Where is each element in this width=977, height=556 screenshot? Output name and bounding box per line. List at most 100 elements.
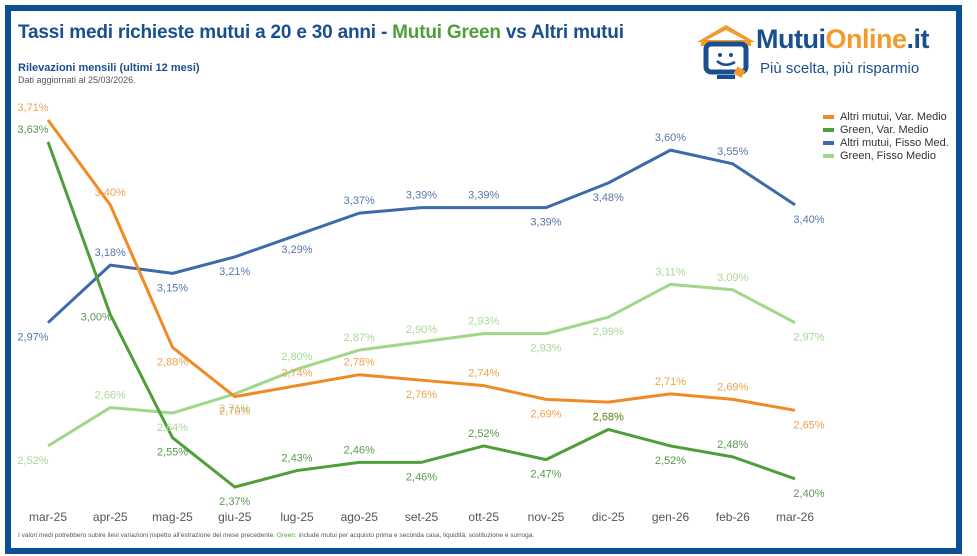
data-label: 3,09% — [717, 272, 748, 284]
data-label: 3,11% — [655, 266, 686, 278]
data-label: 2,46% — [406, 471, 437, 483]
x-tick-label: apr-25 — [93, 510, 128, 524]
x-tick-label: dic-25 — [592, 510, 625, 524]
data-label: 3,18% — [95, 247, 126, 259]
x-tick-label: mag-25 — [152, 510, 193, 524]
legend-item: Altri mutui, Fisso Med. — [823, 136, 949, 149]
legend-item: Green, Fisso Medio — [823, 149, 949, 162]
x-tick-label: mar-26 — [776, 510, 814, 524]
legend-label: Green, Fisso Medio — [840, 149, 936, 162]
data-label: 2,97% — [793, 332, 824, 344]
data-label: 3,29% — [281, 244, 312, 256]
data-label: 2,46% — [344, 444, 375, 456]
data-label: 2,40% — [793, 488, 824, 500]
update-date: Dati aggiornati al 25/03/2026. — [18, 75, 136, 85]
x-tick-label: mar-25 — [29, 510, 67, 524]
data-label: 2,87% — [344, 332, 375, 344]
chart-title: Tassi medi richieste mutui a 20 e 30 ann… — [18, 22, 624, 44]
data-label: 3,63% — [17, 124, 48, 136]
data-label: 2,66% — [95, 390, 126, 402]
series-line — [47, 282, 796, 448]
brand-part1: Mutui — [756, 24, 826, 54]
data-label: 2,69% — [717, 381, 748, 393]
series-line — [46, 119, 796, 412]
data-label: 2,90% — [406, 324, 437, 336]
data-label: 2,65% — [793, 419, 824, 431]
legend-swatch — [823, 140, 834, 145]
data-label: 2,74% — [281, 368, 312, 380]
data-label: 3,39% — [406, 190, 437, 202]
data-label: 2,71% — [219, 403, 250, 415]
title-part1: Tassi medi richieste mutui a 20 e 30 ann… — [18, 22, 393, 43]
series-line — [46, 148, 796, 324]
legend-label: Altri mutui, Fisso Med. — [840, 136, 949, 149]
x-tick-label: set-25 — [405, 510, 439, 524]
data-label: 2,74% — [468, 368, 499, 380]
data-label: 3,37% — [344, 195, 375, 207]
data-label: 3,55% — [717, 146, 748, 158]
data-label: 2,71% — [655, 376, 686, 388]
footnote-text-2: include mutui per acquisto prima e secon… — [296, 532, 535, 539]
data-label: 2,88% — [157, 356, 188, 368]
data-label: 3,71% — [17, 102, 48, 114]
footnote-green-label: Green: — [276, 532, 297, 539]
data-label: 2,69% — [530, 408, 561, 420]
footnote-text: I valori medi potrebbero subire lievi va… — [18, 532, 277, 539]
data-label: 2,93% — [530, 343, 561, 355]
logo: MutuiOnline.it Più scelta, più risparmio — [690, 18, 950, 88]
legend-label: Altri mutui, Var. Medio — [840, 110, 947, 123]
data-label: 2,78% — [344, 357, 375, 369]
brand-tagline: Più scelta, più risparmio — [760, 60, 920, 77]
legend-swatch — [823, 127, 834, 132]
data-label: 3,15% — [157, 282, 188, 294]
data-label: 2,37% — [219, 496, 250, 508]
legend-item: Altri mutui, Var. Medio — [823, 110, 949, 123]
data-label: 2,97% — [17, 332, 48, 344]
legend-item: Green, Var. Medio — [823, 123, 949, 136]
legend-swatch — [823, 114, 834, 119]
data-label: 2,80% — [281, 351, 312, 363]
series-line — [46, 141, 796, 489]
x-tick-label: lug-25 — [280, 510, 314, 524]
data-label: 2,52% — [655, 455, 686, 467]
chart-frame — [5, 5, 962, 554]
x-tick-label: giu-25 — [218, 510, 252, 524]
title-part2: vs Altri mutui — [500, 22, 624, 43]
data-label: 3,60% — [655, 132, 686, 144]
data-label: 3,00% — [81, 311, 112, 323]
footnote: I valori medi potrebbero subire lievi va… — [18, 532, 534, 539]
data-label: 2,58% — [593, 411, 624, 423]
data-label: 3,39% — [530, 217, 561, 229]
data-label: 2,70% — [219, 406, 250, 418]
data-label: 2,76% — [406, 389, 437, 401]
brand-name: MutuiOnline.it — [756, 24, 929, 55]
data-label: 2,43% — [281, 453, 312, 465]
x-tick-label: ago-25 — [341, 510, 379, 524]
x-tick-label: nov-25 — [528, 510, 565, 524]
data-label: 3,21% — [219, 266, 250, 278]
data-label: 2,93% — [468, 316, 499, 328]
chart-subtitle: Rilevazioni mensili (ultimi 12 mesi) — [18, 62, 200, 74]
brand-part2: Online — [825, 24, 907, 54]
x-tick-label: feb-26 — [716, 510, 750, 524]
legend-label: Green, Var. Medio — [840, 123, 929, 136]
x-tick-label: gen-26 — [652, 510, 690, 524]
data-label: 2,48% — [717, 439, 748, 451]
title-green: Mutui Green — [392, 22, 501, 43]
data-label: 2,64% — [157, 422, 188, 434]
house-monitor-icon — [697, 25, 755, 79]
x-tick-label: ott-25 — [468, 510, 499, 524]
data-label: 3,40% — [95, 187, 126, 199]
brand-part3: .it — [906, 24, 930, 54]
data-label: 2,68% — [593, 411, 624, 423]
data-label: 3,48% — [593, 192, 624, 204]
legend-swatch — [823, 153, 834, 158]
data-label: 2,47% — [530, 469, 561, 481]
data-label: 2,52% — [468, 428, 499, 440]
chart-legend: Altri mutui, Var. Medio Green, Var. Medi… — [823, 110, 949, 162]
data-label: 2,52% — [17, 455, 48, 467]
data-label: 3,40% — [793, 214, 824, 226]
data-label: 2,55% — [157, 447, 188, 459]
data-label: 2,99% — [593, 326, 624, 338]
